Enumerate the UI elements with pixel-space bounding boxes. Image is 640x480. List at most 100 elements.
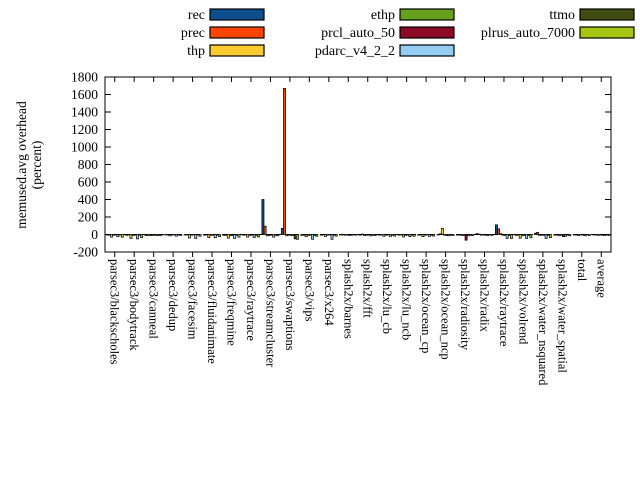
y-tick-label: 600 (78, 175, 99, 190)
x-tick-label: parsec3/x264 (322, 259, 336, 326)
x-tick-label: splash2x/ocean_ncp (439, 259, 453, 360)
bar (451, 234, 455, 236)
x-tick-label: splash2x/water_nsquared (536, 259, 550, 386)
bar (471, 234, 474, 236)
bar (194, 234, 198, 239)
bar (525, 234, 529, 239)
x-tick-label: average (594, 259, 608, 298)
bar (120, 234, 124, 238)
y-axis-title: memused.avg overhead(percent) (14, 101, 44, 229)
y-tick-label: 400 (78, 192, 99, 207)
x-tick-label: parsec3/streamcluster (263, 259, 277, 368)
bar (272, 234, 276, 238)
y-tick-label: 800 (78, 157, 99, 172)
bar (252, 234, 256, 238)
bar (607, 234, 611, 236)
legend-swatch (579, 8, 635, 21)
bar (408, 234, 412, 238)
x-tick-label: splash2x/lu_ncb (400, 259, 414, 340)
legend-swatch (209, 26, 265, 39)
bar (213, 234, 217, 239)
plot-border (104, 76, 612, 253)
x-tick-label: parsec3/facesim (186, 259, 200, 340)
y-tick-label: 1000 (71, 140, 98, 155)
bar (393, 234, 397, 237)
x-tick-label: splash2x/water_spatial (555, 259, 569, 373)
legend-label: prec (181, 26, 205, 41)
bar (412, 234, 416, 237)
bar (311, 234, 314, 240)
bar (276, 234, 280, 237)
bar (218, 234, 221, 238)
bar (505, 234, 509, 239)
x-tick-label: parsec3/dedup (166, 259, 180, 331)
legend-swatch (579, 26, 635, 39)
bar (330, 234, 334, 240)
bar (490, 234, 494, 236)
legend-label: plrus_auto_7000 (481, 26, 575, 41)
x-tick-label: parsec3/canneal (147, 259, 161, 339)
x-tick-label: parsec3/raytrace (244, 259, 258, 341)
legend-label: prcl_auto_50 (321, 26, 395, 41)
bar (373, 234, 377, 236)
bar (129, 234, 133, 239)
bar (261, 199, 265, 235)
bar (263, 225, 267, 235)
bar (110, 234, 113, 238)
bar (440, 228, 444, 235)
y-tick-label: 1400 (71, 105, 98, 120)
bar (402, 234, 405, 238)
bar (226, 234, 230, 239)
bar (159, 234, 163, 236)
y-tick-label: 1200 (71, 122, 98, 137)
x-tick-label: splash2x/fft (361, 259, 375, 318)
y-tick-label: -200 (73, 245, 98, 260)
legend-swatch (399, 8, 455, 21)
bar (140, 234, 144, 238)
bar (315, 234, 319, 237)
bar (432, 234, 436, 237)
y-tick-label: 1600 (71, 87, 98, 102)
legend-label: thp (187, 44, 205, 59)
legend-label: ttmo (549, 8, 575, 23)
bar (246, 234, 250, 238)
x-tick-label: splash2x/radix (478, 259, 492, 333)
x-tick-label: parsec3/freqmine (225, 259, 239, 346)
bar (187, 234, 191, 239)
x-tick-label: parsec3/blackscholes (108, 259, 122, 365)
bar (544, 234, 548, 239)
bar (529, 234, 533, 239)
bar (499, 233, 503, 235)
x-tick-label: splash2x/volrend (516, 259, 530, 345)
x-tick-label: parsec3/bodytrack (127, 259, 141, 351)
x-tick-label: splash2x/raytrace (497, 259, 511, 347)
bar (237, 234, 241, 238)
bar (233, 234, 237, 239)
bar (510, 234, 513, 239)
bar (257, 234, 260, 238)
bar (587, 234, 591, 236)
bar (464, 234, 468, 241)
bar (548, 234, 552, 238)
bar (116, 234, 120, 238)
bar (295, 234, 299, 240)
x-tick-label: parsec3/vips (302, 259, 316, 322)
x-tick-label: splash2x/radiosity (458, 259, 472, 351)
y-tick-label: 0 (91, 227, 98, 242)
bar (536, 231, 539, 235)
y-tick-label: 1800 (71, 70, 98, 85)
bar (334, 234, 338, 237)
bar (354, 234, 358, 236)
bar (179, 234, 183, 236)
y-tick-label: 200 (78, 210, 99, 225)
x-tick-label: splash2x/barnes (341, 259, 355, 339)
x-tick-label: total (575, 259, 589, 282)
x-tick-label: parsec3/fluidanimate (205, 259, 219, 364)
bar (135, 234, 139, 240)
bar (207, 234, 211, 238)
bar (421, 234, 425, 238)
x-tick-label: parsec3/swaptions (283, 259, 297, 351)
bar (198, 234, 202, 237)
